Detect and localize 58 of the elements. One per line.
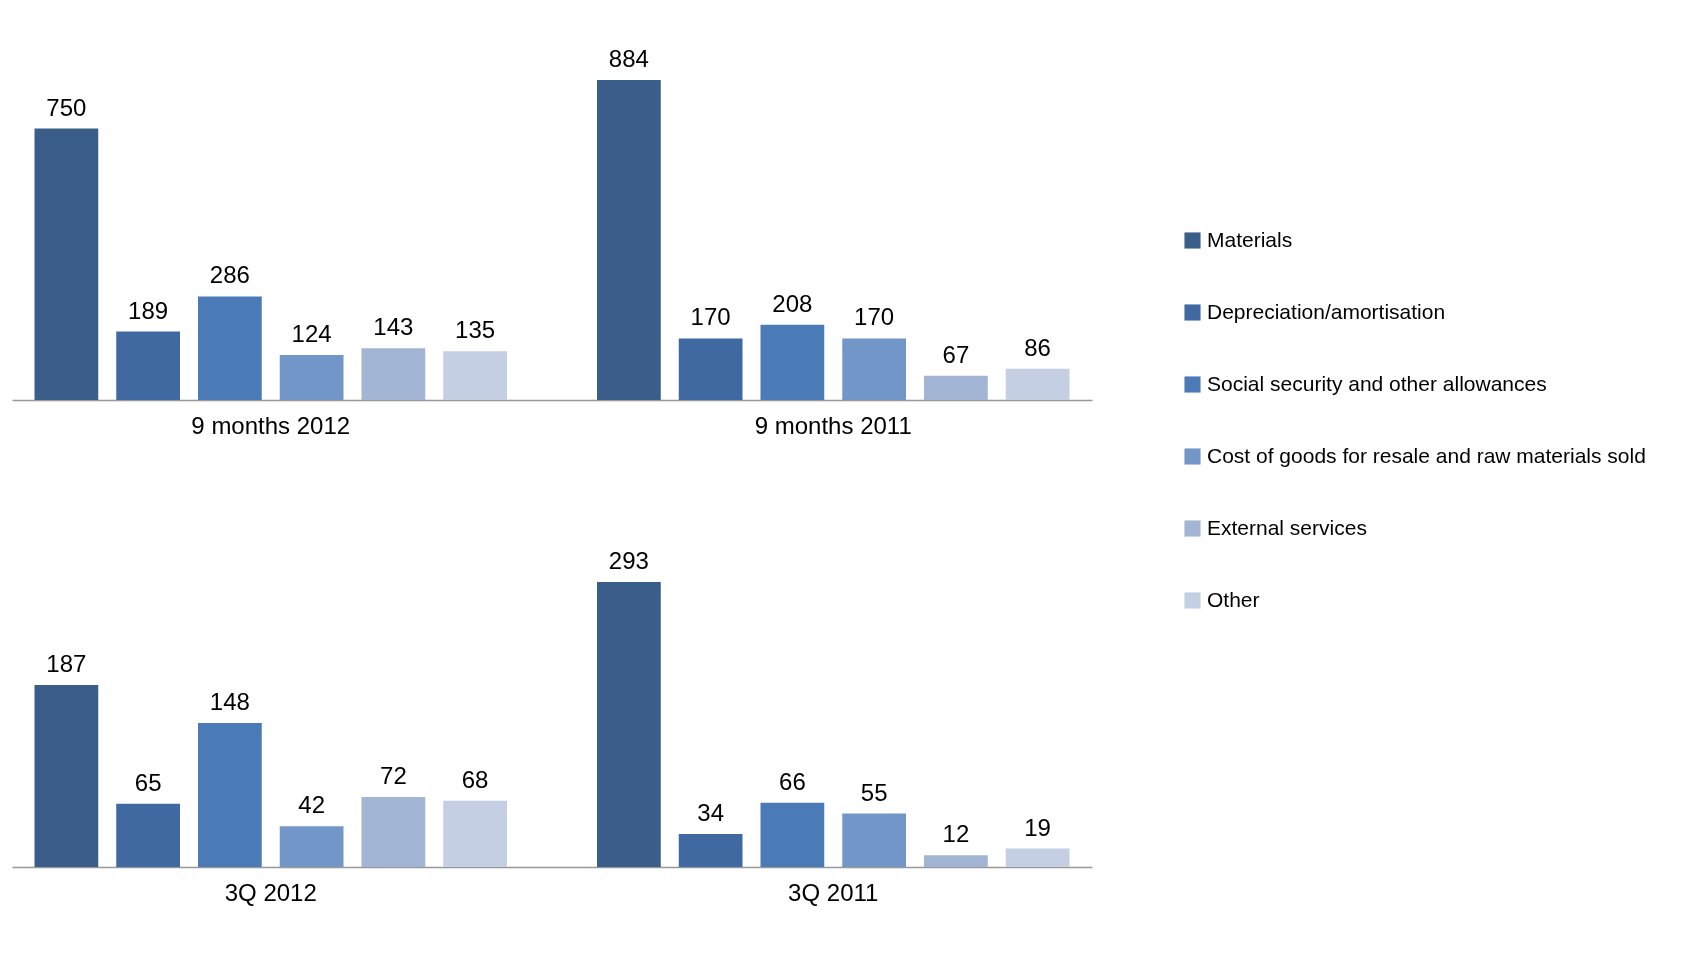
legend-label: External services [1207, 515, 1367, 539]
bar [923, 855, 988, 867]
legend-label: Cost of goods for resale and raw materials sold [1207, 443, 1646, 467]
bar [197, 723, 262, 867]
bar [678, 833, 743, 867]
x-tick-label: 9 months 2012 [191, 411, 351, 439]
data-label: 19 [1024, 813, 1051, 841]
bar [678, 338, 743, 400]
bar [923, 375, 988, 400]
x-tick-label: 9 months 2011 [754, 411, 912, 439]
bar [1005, 368, 1070, 400]
legend-label: Social security and other allowances [1207, 371, 1547, 395]
bar [842, 813, 907, 867]
bar [597, 582, 661, 867]
bar [116, 331, 181, 400]
data-label: 66 [779, 767, 806, 795]
bar [1005, 848, 1070, 867]
bar [279, 826, 344, 867]
data-label: 68 [461, 765, 489, 793]
legend-label: Other [1207, 587, 1260, 611]
x-tick-label: 3Q 2012 [224, 878, 317, 906]
legend-label: Depreciation/amortisation [1207, 299, 1446, 323]
data-label: 170 [690, 303, 731, 331]
bar [197, 296, 262, 400]
bar [443, 800, 507, 867]
data-label: 34 [697, 798, 724, 826]
bar [34, 128, 99, 400]
data-label: 12 [942, 820, 970, 848]
data-label: 884 [608, 45, 649, 72]
data-label: 143 [373, 313, 414, 341]
data-label: 286 [209, 261, 250, 289]
data-label: 55 [860, 778, 888, 806]
data-label: 86 [1024, 333, 1051, 361]
data-label: 72 [380, 761, 407, 789]
bar [760, 802, 825, 867]
data-label: 65 [134, 768, 162, 796]
data-label: 208 [772, 289, 813, 317]
bar [443, 351, 507, 400]
legend-label: Materials [1207, 227, 1293, 251]
bar [597, 80, 661, 400]
data-label: 135 [455, 316, 496, 344]
data-label: 293 [608, 547, 649, 574]
data-label: 148 [209, 688, 250, 716]
data-label: 189 [128, 296, 169, 324]
x-tick-label: 3Q 2011 [788, 878, 879, 906]
data-label: 187 [46, 650, 87, 678]
data-label: 42 [298, 791, 325, 819]
bar [361, 348, 426, 400]
data-label: 750 [46, 93, 87, 121]
bar [361, 796, 426, 867]
bar [34, 685, 99, 867]
bar [842, 338, 907, 400]
data-label: 67 [942, 340, 970, 368]
bar [760, 324, 825, 400]
data-label: 124 [291, 320, 332, 348]
data-label: 170 [854, 303, 895, 331]
bar [116, 803, 181, 867]
bar [279, 355, 344, 400]
